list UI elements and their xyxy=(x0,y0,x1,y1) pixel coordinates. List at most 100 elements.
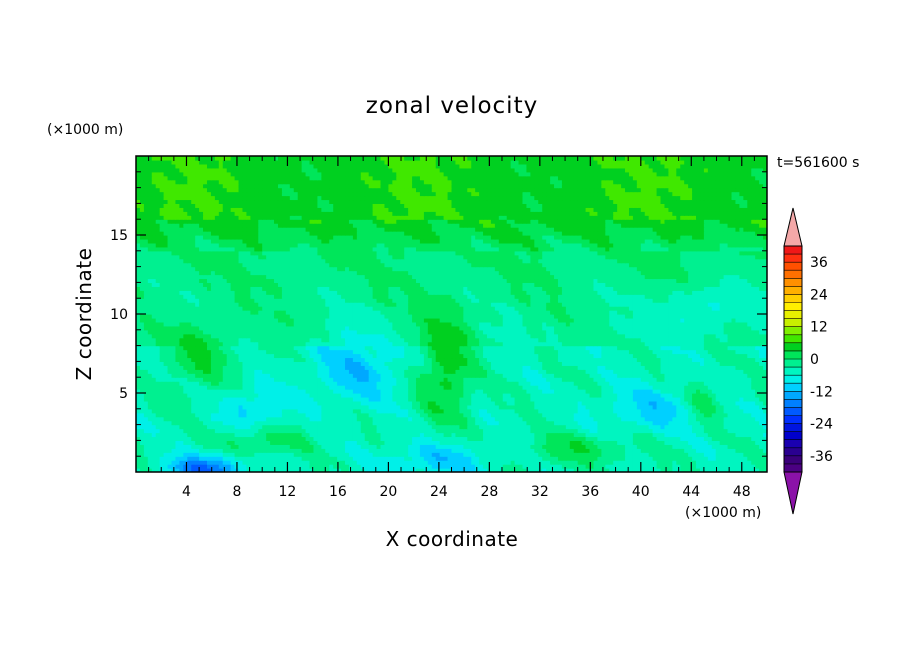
field-cell xyxy=(199,408,204,414)
field-cell xyxy=(502,381,508,386)
field-cell xyxy=(593,460,599,465)
field-cell xyxy=(707,369,713,374)
field-cell xyxy=(707,353,713,359)
field-cell xyxy=(187,424,192,430)
field-cell xyxy=(191,345,196,351)
field-cell xyxy=(380,373,386,378)
field-cell xyxy=(684,424,689,430)
field-cell xyxy=(546,393,551,398)
field-cell xyxy=(242,353,248,359)
field-cell xyxy=(427,404,433,410)
field-cell xyxy=(735,436,740,441)
field-cell xyxy=(711,389,717,394)
field-cell xyxy=(435,369,441,374)
field-cell xyxy=(688,428,693,434)
field-cell xyxy=(530,448,535,453)
field-cell xyxy=(293,456,299,461)
field-cell xyxy=(617,420,622,426)
field-cell xyxy=(719,468,725,472)
field-cell xyxy=(479,412,484,418)
field-cell xyxy=(656,381,662,386)
field-cell xyxy=(384,440,389,445)
field-cell xyxy=(218,464,224,469)
field-cell xyxy=(167,412,173,418)
field-cell xyxy=(494,412,500,418)
field-cell xyxy=(565,428,571,434)
field-cell xyxy=(408,381,413,386)
field-cell xyxy=(199,365,204,370)
field-cell xyxy=(234,361,240,366)
field-cell xyxy=(498,404,504,410)
field-cell xyxy=(759,361,764,366)
field-cell xyxy=(246,393,251,398)
field-cell xyxy=(656,404,662,410)
field-cell xyxy=(226,373,232,378)
field-cell xyxy=(147,404,153,410)
field-cell xyxy=(277,408,283,414)
field-cell xyxy=(447,420,453,426)
field-cell xyxy=(565,468,571,472)
field-cell xyxy=(416,381,421,386)
field-cell xyxy=(656,393,662,398)
field-cell xyxy=(676,436,681,441)
field-cell xyxy=(632,464,638,469)
field-cell xyxy=(601,404,606,410)
field-cell xyxy=(739,385,744,390)
field-cell xyxy=(195,452,200,457)
field-cell xyxy=(550,357,555,362)
field-cell xyxy=(632,353,638,359)
field-cell xyxy=(301,393,307,398)
field-cell xyxy=(195,428,200,434)
field-cell xyxy=(648,373,654,378)
field-cell xyxy=(597,373,602,378)
field-cell xyxy=(368,444,374,449)
field-cell xyxy=(471,385,476,390)
field-cell xyxy=(210,444,216,449)
field-cell xyxy=(183,440,188,445)
field-cell xyxy=(360,432,366,438)
field-cell xyxy=(167,396,173,402)
field-cell xyxy=(416,456,421,461)
field-cell xyxy=(218,345,224,351)
field-cell xyxy=(727,408,733,414)
field-cell xyxy=(739,420,744,426)
field-cell xyxy=(763,353,767,359)
field-cell xyxy=(238,369,244,374)
field-cell xyxy=(613,448,618,453)
field-cell xyxy=(715,353,721,359)
field-cell xyxy=(565,424,571,430)
field-cell xyxy=(652,404,658,410)
field-cell xyxy=(684,408,689,414)
field-cell xyxy=(550,436,555,441)
field-cell xyxy=(155,393,161,398)
velocity-field xyxy=(136,156,767,472)
field-cell xyxy=(404,389,409,394)
field-cell xyxy=(313,361,319,366)
field-cell xyxy=(522,464,528,469)
field-cell xyxy=(281,373,287,378)
field-cell xyxy=(139,345,145,351)
field-cell xyxy=(226,468,232,472)
field-cell xyxy=(561,381,567,386)
field-cell xyxy=(206,345,212,351)
field-cell xyxy=(345,432,350,438)
field-cell xyxy=(581,408,587,414)
field-cell xyxy=(246,460,251,465)
field-cell xyxy=(585,436,591,441)
field-cell xyxy=(439,373,445,378)
field-cell xyxy=(605,353,610,359)
field-cell xyxy=(360,420,366,426)
field-cell xyxy=(463,385,468,390)
field-cell xyxy=(234,412,240,418)
field-cell xyxy=(703,389,709,394)
field-cell xyxy=(136,432,141,438)
field-cell xyxy=(329,436,334,441)
field-cell xyxy=(317,464,322,469)
field-cell xyxy=(542,389,547,394)
field-cell xyxy=(179,416,184,422)
field-cell xyxy=(526,353,531,359)
field-cell xyxy=(632,452,638,457)
field-cell xyxy=(692,377,697,382)
field-cell xyxy=(483,369,488,374)
field-cell xyxy=(530,456,535,461)
